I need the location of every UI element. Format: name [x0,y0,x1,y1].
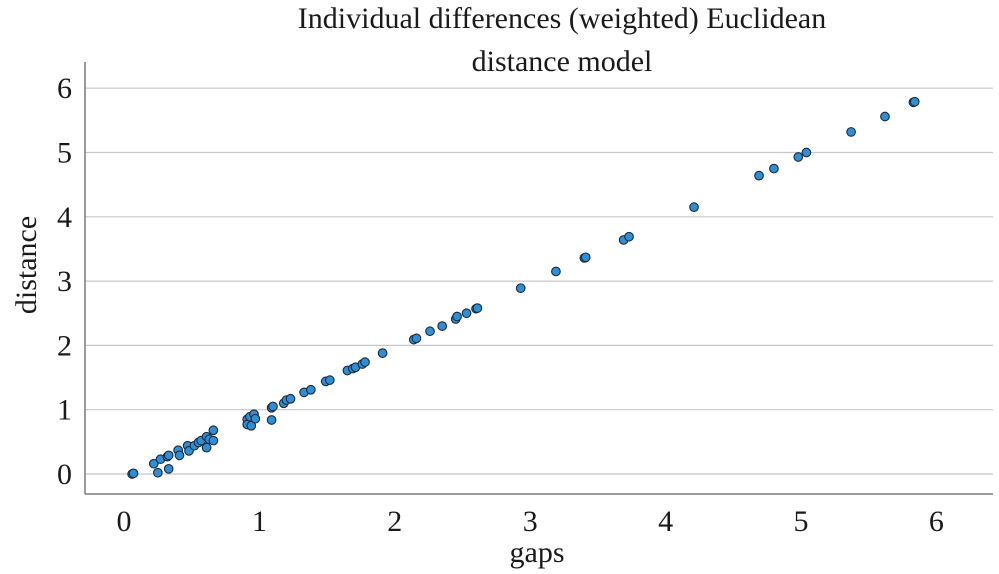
y-axis-label: distance [10,216,43,314]
data-point [411,333,422,344]
data-point [754,170,764,181]
gridlines [85,87,993,475]
y-tick-label: 2 [57,329,72,362]
x-tick-labels: 0 1 2 3 4 5 6 [117,505,944,538]
data-points [127,96,920,479]
data-point [425,326,435,337]
x-tick-label: 2 [387,505,402,538]
data-point [515,283,526,294]
data-point [246,420,257,431]
data-point [624,231,634,242]
data-point [163,450,174,461]
data-point [163,464,174,474]
data-point [909,96,920,107]
data-point [793,152,804,162]
data-point [461,308,472,319]
y-tick-label: 0 [57,458,72,491]
x-tick-label: 4 [658,505,673,538]
y-tick-label: 6 [57,72,72,105]
x-tick-label: 6 [929,505,944,538]
data-point [846,127,856,137]
data-point [153,467,163,478]
data-point [285,393,296,404]
data-point [377,348,388,358]
x-axis-label: gaps [510,536,565,569]
y-tick-labels: 0 1 2 3 4 5 6 [57,72,72,491]
data-point [551,266,561,277]
data-point [208,425,219,436]
data-point [268,401,278,412]
x-tick-label: 5 [794,505,809,538]
data-point [201,442,212,453]
data-point [880,111,890,122]
data-point [360,357,370,367]
x-tick-label: 3 [523,505,538,538]
data-point [128,468,139,479]
data-point [208,435,219,446]
data-point [324,375,335,385]
y-tick-label: 1 [57,394,72,427]
data-point [472,303,483,313]
data-point [689,202,699,213]
data-point [452,311,462,322]
data-point [174,450,185,461]
x-tick-label: 0 [117,505,132,538]
chart-title-line-2: distance model [472,45,653,78]
data-point [306,384,316,395]
y-tick-label: 4 [57,201,72,234]
data-point [250,413,261,424]
chart-title: Individual differences (weighted) Euclid… [298,2,826,78]
data-point [266,415,277,425]
x-tick-label: 1 [252,505,267,538]
data-point [437,321,448,331]
y-tick-label: 5 [57,137,72,170]
data-point [769,163,779,174]
data-point [148,458,159,469]
data-point [580,252,591,263]
chart-title-line-1: Individual differences (weighted) Euclid… [298,2,826,35]
y-tick-label: 3 [57,265,72,298]
data-point [801,147,812,158]
axes [84,62,993,495]
